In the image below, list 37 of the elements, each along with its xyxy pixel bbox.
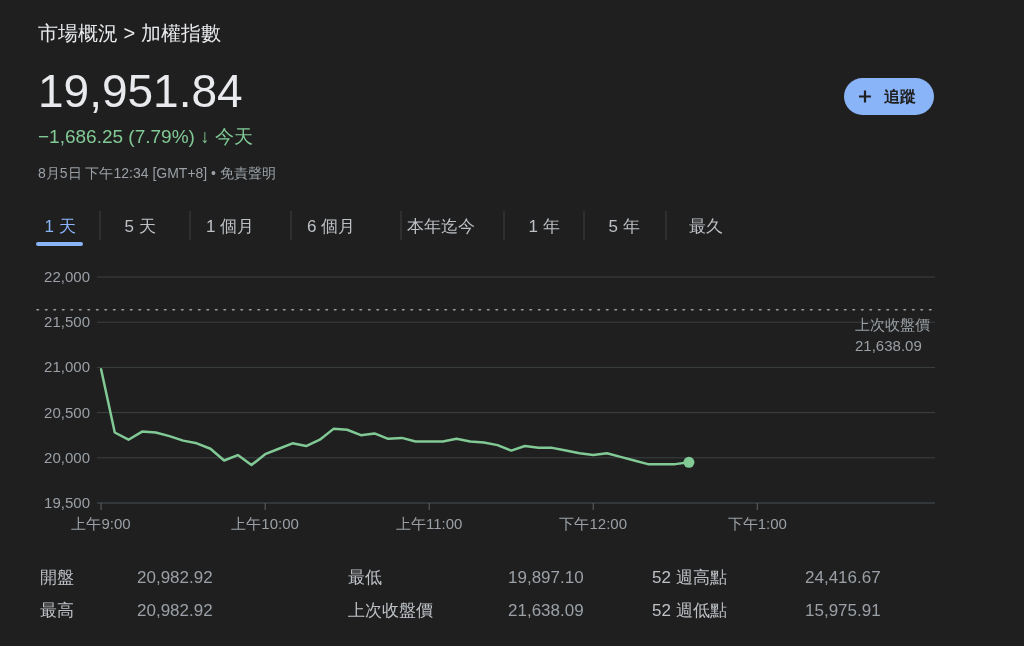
text: 開盤: [40, 568, 74, 587]
text: 8月5日 下午12:34 [GMT+8] • 免責聲明: [38, 165, 276, 181]
y-tick-label: 20,000: [44, 448, 90, 466]
x-tick-label: 上午11:00: [395, 515, 463, 532]
y-tick-label: 20,500: [44, 403, 90, 421]
text: 1 天: [44, 217, 76, 236]
x-tick-label: 下午12:00: [559, 515, 628, 532]
text: 15,975.91: [805, 601, 881, 620]
text: 19,951.84: [38, 65, 243, 117]
x-tick-label: 上午9:00: [71, 515, 131, 532]
title: 市場概況 > 加權指數: [38, 22, 221, 44]
x-tick-label: 下午1:00: [727, 515, 787, 532]
x-tick-label: 上午10:00: [231, 515, 299, 532]
y-tick-label: 21,500: [44, 313, 90, 331]
y-tick-label: 22,000: [44, 268, 90, 285]
text: 本年迄今: [407, 217, 475, 236]
text: 5 年: [608, 217, 640, 236]
text: 21,638.09: [508, 601, 584, 620]
text: 20,982.92: [137, 601, 213, 620]
text: 最久: [689, 217, 723, 236]
text: 最低: [348, 568, 382, 587]
text: 19,897.10: [508, 568, 584, 587]
text: 最高: [40, 601, 74, 620]
y-tick-label: 21,000: [44, 358, 90, 376]
text: 上次收盤價: [348, 601, 433, 620]
text: −1,686.25 (7.79%) ↓ 今天: [38, 126, 253, 147]
text: 20,982.92: [137, 568, 213, 587]
text: 52 週低點: [652, 601, 727, 620]
text: 5 天: [124, 217, 156, 236]
text: 追蹤: [883, 88, 916, 105]
text: 1 個月: [205, 217, 255, 236]
y-tick-label: 19,500: [44, 494, 90, 511]
text: 52 週高點: [652, 568, 727, 587]
text: 24,416.67: [805, 568, 881, 587]
ref-line-label: 上次收盤價 21,638.09: [855, 315, 930, 354]
text: 6 個月: [306, 217, 356, 236]
text: 1 年: [528, 217, 560, 236]
